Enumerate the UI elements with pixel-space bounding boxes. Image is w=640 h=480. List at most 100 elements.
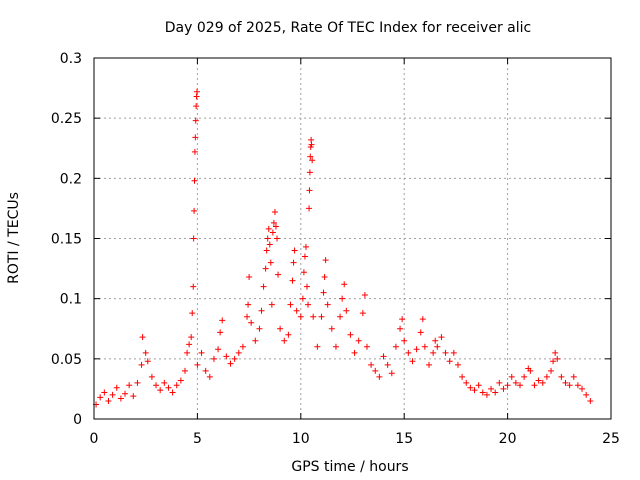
data-point <box>266 241 273 248</box>
data-point <box>463 379 470 386</box>
data-point <box>409 358 416 365</box>
data-point <box>289 277 296 284</box>
data-point <box>165 384 172 391</box>
data-point <box>262 265 269 272</box>
y-axis-label: ROTI / TECUs <box>6 192 22 284</box>
data-point <box>583 391 590 398</box>
data-point <box>277 325 284 332</box>
data-point <box>500 385 507 392</box>
data-point <box>190 235 197 242</box>
data-point <box>321 274 328 281</box>
data-points <box>93 88 594 408</box>
data-point <box>184 349 191 356</box>
data-point <box>574 382 581 389</box>
data-point <box>134 379 141 386</box>
data-point <box>438 334 445 341</box>
data-point <box>401 337 408 344</box>
data-point <box>275 271 282 278</box>
data-point <box>587 397 594 404</box>
data-point <box>399 316 406 323</box>
data-point <box>252 337 259 344</box>
data-point <box>256 325 263 332</box>
data-point <box>285 331 292 338</box>
data-point <box>430 349 437 356</box>
data-point <box>272 223 279 230</box>
data-point <box>117 395 124 402</box>
data-point <box>268 301 275 308</box>
data-point <box>421 343 428 350</box>
y-tick-label: 0 <box>73 412 82 428</box>
data-point <box>274 235 281 242</box>
data-point <box>269 229 276 236</box>
x-tick-label: 20 <box>499 431 517 447</box>
data-point <box>496 379 503 386</box>
data-point <box>189 310 196 317</box>
data-point <box>380 353 387 360</box>
data-point <box>244 313 251 320</box>
data-point <box>475 382 482 389</box>
data-point <box>142 349 149 356</box>
data-point <box>539 379 546 386</box>
data-point <box>301 253 308 260</box>
data-point <box>206 373 213 380</box>
data-point <box>324 301 331 308</box>
x-tick-label: 25 <box>602 431 620 447</box>
data-point <box>355 337 362 344</box>
data-point <box>260 283 267 290</box>
data-point <box>169 389 176 396</box>
data-point <box>193 103 200 110</box>
data-point <box>552 349 559 356</box>
data-point <box>459 373 466 380</box>
data-point <box>434 343 441 350</box>
data-point <box>306 205 313 212</box>
data-point <box>153 382 160 389</box>
data-point <box>246 274 253 281</box>
data-point <box>181 367 188 374</box>
data-point <box>309 157 316 164</box>
data-point <box>177 377 184 384</box>
data-point <box>306 169 313 176</box>
data-point <box>388 370 395 377</box>
data-point <box>361 292 368 299</box>
axis-ticks: 0 5 10 15 20 25 0 0.05 0.1 0.15 0.2 0.25 0.3 <box>51 51 620 447</box>
data-point <box>191 148 198 155</box>
data-point <box>562 379 569 386</box>
data-point <box>290 259 297 266</box>
data-point <box>302 243 309 250</box>
data-point <box>300 269 307 276</box>
data-point <box>293 307 300 314</box>
y-tick-label: 0.2 <box>60 171 82 187</box>
data-point <box>193 88 200 95</box>
data-point <box>287 301 294 308</box>
data-point <box>579 385 586 392</box>
data-point <box>122 390 129 397</box>
data-point <box>148 373 155 380</box>
data-point <box>144 358 151 365</box>
data-point <box>492 389 499 396</box>
data-point <box>314 343 321 350</box>
data-point <box>307 153 314 160</box>
data-point <box>308 141 315 148</box>
data-point <box>397 325 404 332</box>
data-point <box>239 343 246 350</box>
data-point <box>521 373 528 380</box>
data-point <box>504 382 511 389</box>
data-point <box>264 235 271 242</box>
data-point <box>192 117 199 124</box>
data-point <box>291 247 298 254</box>
data-point <box>512 379 519 386</box>
data-point <box>450 349 457 356</box>
x-tick-label: 0 <box>90 431 99 447</box>
data-point <box>417 329 424 336</box>
data-point <box>138 361 145 368</box>
data-point <box>508 373 515 380</box>
data-point <box>471 387 478 394</box>
data-point <box>101 389 108 396</box>
data-point <box>517 382 524 389</box>
data-point <box>190 283 197 290</box>
data-point <box>202 367 209 374</box>
data-point <box>267 259 274 266</box>
data-point <box>483 391 490 398</box>
